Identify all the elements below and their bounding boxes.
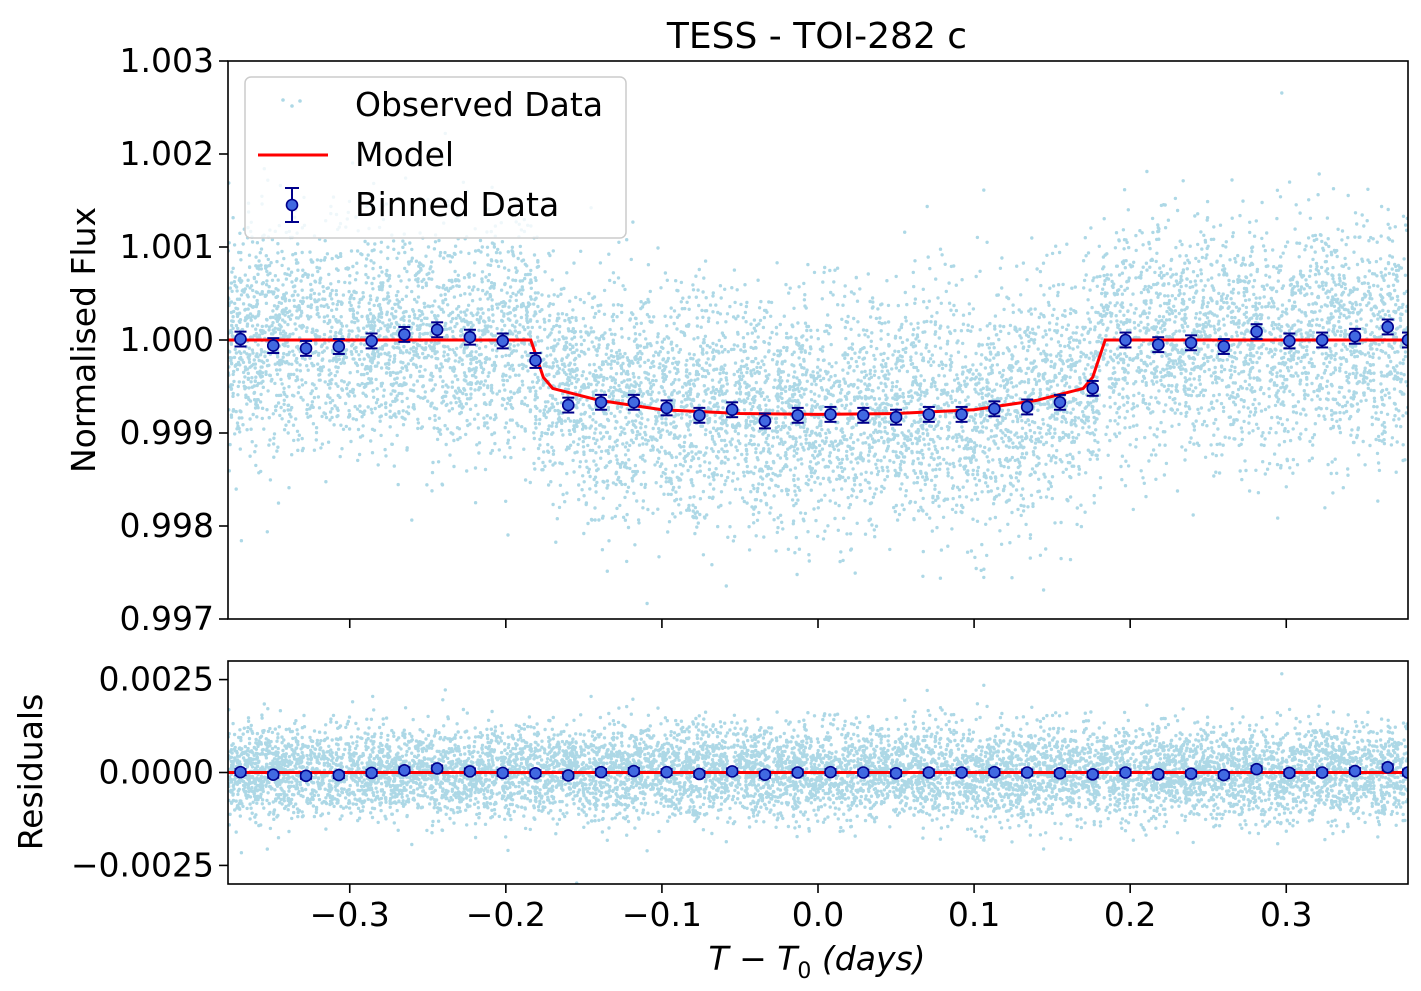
x-label-minus: − bbox=[729, 939, 778, 978]
bottom-y-axis: 0.0025 0.0000 −0.0025 bbox=[71, 660, 228, 885]
bottom-observed-scatter bbox=[226, 672, 1409, 885]
residual-binned-point bbox=[431, 763, 443, 774]
bottom-x-tick-label: 0.2 bbox=[1104, 895, 1156, 934]
bottom-x-tick-label: 0.0 bbox=[792, 895, 844, 934]
residual-binned-point bbox=[595, 767, 607, 778]
residual-binned-point bbox=[1054, 768, 1066, 779]
residual-binned-point bbox=[1021, 767, 1033, 778]
residual-binned-point bbox=[1382, 762, 1394, 773]
top-y-axis: 1.003 1.002 1.001 1.000 0.999 0.998 0.997 bbox=[120, 41, 228, 638]
bottom-x-tick-label: −0.1 bbox=[622, 895, 702, 934]
residual-binned-point bbox=[366, 767, 378, 778]
residual-binned-point bbox=[857, 767, 869, 778]
residual-binned-point bbox=[464, 766, 476, 777]
residual-binned-point bbox=[890, 768, 902, 779]
top-y-tick-label: 0.997 bbox=[120, 599, 214, 638]
bottom-y-tick-label: 0.0025 bbox=[99, 660, 214, 699]
residual-binned-point bbox=[1119, 767, 1131, 778]
legend-label-binned: Binned Data bbox=[355, 185, 559, 224]
legend: Observed Data Model Binned Data bbox=[245, 77, 626, 238]
bottom-x-tick-label: 0.1 bbox=[948, 895, 1000, 934]
x-label-unit: (days) bbox=[811, 939, 925, 978]
residual-binned-point bbox=[1316, 767, 1328, 778]
residual-binned-point bbox=[726, 766, 738, 777]
residual-binned-point bbox=[398, 765, 410, 776]
residual-binned-point bbox=[1087, 769, 1099, 780]
x-label-subscript: 0 bbox=[797, 959, 811, 984]
residual-binned-point bbox=[300, 770, 312, 781]
residual-binned-point bbox=[1218, 770, 1230, 781]
bottom-y-axis-label: Residuals bbox=[11, 694, 50, 851]
residual-binned-point bbox=[1349, 766, 1361, 777]
chart-title: TESS - TOI-282 c bbox=[666, 16, 967, 57]
bottom-x-tick-label: 0.3 bbox=[1260, 895, 1312, 934]
legend-label-observed: Observed Data bbox=[355, 85, 603, 124]
residual-points bbox=[226, 672, 1409, 885]
bottom-y-tick-label: 0.0000 bbox=[99, 753, 214, 792]
residual-binned-point bbox=[1283, 767, 1295, 778]
top-y-tick-label: 0.998 bbox=[120, 506, 214, 545]
x-axis-label: T − T0 (days) bbox=[708, 939, 925, 984]
top-y-tick-label: 0.999 bbox=[120, 413, 214, 452]
residual-binned-point bbox=[628, 766, 640, 777]
residual-binned-point bbox=[988, 767, 1000, 778]
binned-point bbox=[366, 333, 378, 348]
residual-binned-point bbox=[792, 767, 804, 778]
residual-binned-point bbox=[529, 768, 541, 779]
bottom-y-tick-label: −0.0025 bbox=[71, 845, 214, 884]
residual-binned-point bbox=[562, 770, 574, 781]
top-y-axis-label: Normalised Flux bbox=[64, 207, 103, 473]
residual-binned-point bbox=[693, 768, 705, 779]
top-y-tick-label: 1.001 bbox=[120, 227, 214, 266]
legend-label-model: Model bbox=[355, 135, 454, 174]
top-panel: 1.003 1.002 1.001 1.000 0.999 0.998 0.997 Norm… bbox=[64, 41, 1414, 673]
residual-binned-point bbox=[824, 767, 836, 778]
residual-binned-point bbox=[956, 767, 968, 778]
residual-binned-point bbox=[267, 769, 279, 780]
residual-binned-point bbox=[1185, 768, 1197, 779]
residual-binned-point bbox=[1152, 769, 1164, 780]
bottom-x-tick-label: −0.3 bbox=[310, 895, 390, 934]
top-y-tick-label: 1.000 bbox=[120, 320, 214, 359]
residual-binned-point bbox=[661, 767, 673, 778]
residual-binned-point bbox=[923, 767, 935, 778]
residual-binned-point bbox=[497, 767, 509, 778]
top-y-tick-label: 1.002 bbox=[120, 134, 214, 173]
residual-binned-point bbox=[1251, 764, 1263, 775]
top-y-tick-label: 1.003 bbox=[120, 41, 214, 80]
bottom-x-tick-label: −0.2 bbox=[466, 895, 546, 934]
residual-binned-point bbox=[234, 767, 246, 778]
top-x-axis bbox=[350, 619, 1287, 628]
binned-point bbox=[300, 341, 312, 356]
residual-binned-point bbox=[333, 770, 345, 781]
residual-binned-point bbox=[759, 769, 771, 780]
bottom-x-axis: −0.3 −0.2 −0.1 0.0 0.1 0.2 0.3 bbox=[310, 884, 1313, 934]
